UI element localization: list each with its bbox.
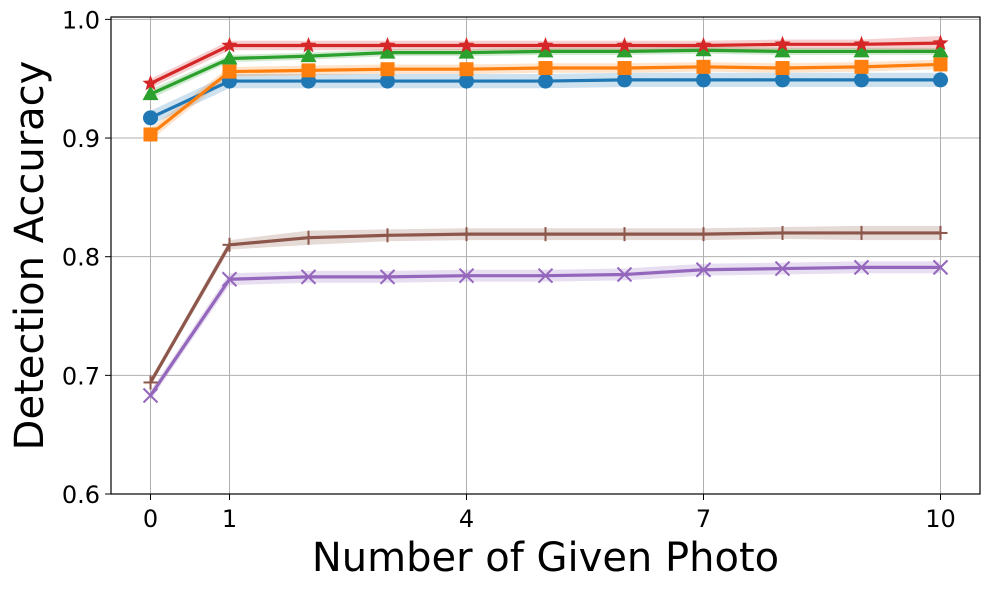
series-4-point	[932, 259, 949, 276]
x-marker-stroke	[932, 259, 949, 276]
series-1-point	[775, 61, 790, 76]
y-tick-label: 1.0	[62, 6, 100, 34]
series-0-point	[933, 72, 948, 88]
series-3-point	[300, 36, 317, 53]
series-lines	[149, 41, 941, 397]
series-0-band	[150, 72, 941, 125]
y-axis-title: Detection Accuracy	[7, 61, 53, 451]
series-5-point	[538, 227, 553, 242]
series-4-band	[150, 261, 941, 401]
y-tick-label: 0.8	[62, 244, 100, 272]
series-0-point	[617, 72, 632, 88]
series-4-point	[537, 267, 554, 284]
series-4-point	[142, 387, 159, 404]
series-5-point	[143, 375, 158, 390]
series-1-point	[301, 63, 316, 78]
x-marker-stroke	[616, 266, 633, 283]
series-1-point	[854, 59, 869, 74]
series-4-point	[853, 259, 870, 276]
series-5-band	[150, 225, 941, 387]
series-0-point	[380, 73, 395, 89]
series-4-point	[774, 260, 791, 277]
series-1-point	[696, 59, 711, 74]
series-1-point	[538, 61, 553, 76]
x-marker-stroke	[458, 267, 475, 284]
series-2-point	[853, 42, 870, 58]
series-3-band	[150, 35, 941, 89]
series-1-point	[222, 64, 237, 79]
series-3-point	[616, 36, 633, 53]
series-5-point	[301, 230, 316, 245]
plot-frame	[110, 16, 981, 495]
series-4-point	[695, 262, 712, 278]
series-3-point	[379, 36, 396, 53]
series-4-point	[221, 271, 238, 287]
y-tick-label: 0.9	[62, 125, 100, 153]
x-marker-stroke	[774, 260, 791, 277]
x-tick-label: 10	[925, 505, 956, 533]
series-markers	[142, 34, 949, 404]
x-marker-stroke	[142, 387, 159, 404]
series-3-point	[932, 34, 949, 50]
series-2-point	[774, 42, 791, 58]
series-5-point	[775, 225, 790, 240]
series-1-point	[459, 62, 474, 77]
series-1-point	[933, 57, 948, 72]
series-5-point	[222, 237, 237, 252]
x-axis-title: Number of Given Photo	[312, 535, 779, 581]
series-2-point	[379, 44, 396, 59]
series-3-point	[221, 36, 238, 53]
series-2-point	[142, 85, 159, 101]
series-2-point	[300, 47, 317, 63]
series-4-point	[458, 267, 475, 284]
y-tick-label: 0.7	[62, 362, 100, 390]
series-5-point	[696, 227, 711, 242]
series-5-point	[380, 228, 395, 243]
x-tick-label: 0	[143, 505, 158, 533]
series-3-point	[695, 36, 712, 53]
series-3-point	[537, 36, 554, 53]
series-5-point	[617, 227, 632, 242]
confidence-bands	[150, 35, 941, 401]
series-3-point	[458, 36, 475, 53]
x-marker-stroke	[300, 269, 317, 285]
series-0-point	[538, 73, 553, 89]
x-tick-label: 4	[459, 505, 474, 533]
x-marker-stroke	[695, 262, 712, 278]
series-0-point	[143, 110, 158, 126]
series-4-point	[379, 269, 396, 285]
series-1-point	[143, 127, 158, 142]
x-marker-stroke	[221, 271, 238, 287]
x-marker-stroke	[537, 267, 554, 284]
series-2-point	[616, 42, 633, 58]
y-tick-label: 0.6	[62, 481, 100, 509]
series-5-point	[933, 225, 948, 240]
x-tick-label: 7	[696, 505, 711, 533]
series-2-point	[932, 42, 949, 58]
series-1-point	[617, 61, 632, 76]
series-2-point	[458, 44, 475, 59]
series-5-line	[149, 231, 941, 384]
series-4-point	[616, 266, 633, 283]
series-5-point	[854, 225, 869, 240]
series-4-line	[149, 265, 941, 397]
series-3-point	[853, 35, 870, 52]
series-3-point	[142, 74, 159, 91]
series-2-point	[221, 50, 238, 65]
series-0-point	[696, 72, 711, 88]
x-marker-stroke	[853, 259, 870, 276]
series-0-point	[775, 72, 790, 88]
x-marker-stroke	[379, 269, 396, 285]
series-0-point	[459, 73, 474, 89]
series-3-point	[774, 35, 791, 52]
series-0-point	[854, 72, 869, 88]
series-4-point	[300, 269, 317, 285]
axis-ticks: 0 1 4 7 10 0.6 0.7 0.8 0.9 1.0	[62, 6, 956, 533]
series-5-point	[459, 227, 474, 242]
series-2-point	[537, 42, 554, 58]
series-1-point	[380, 62, 395, 77]
x-tick-label: 1	[222, 505, 237, 533]
